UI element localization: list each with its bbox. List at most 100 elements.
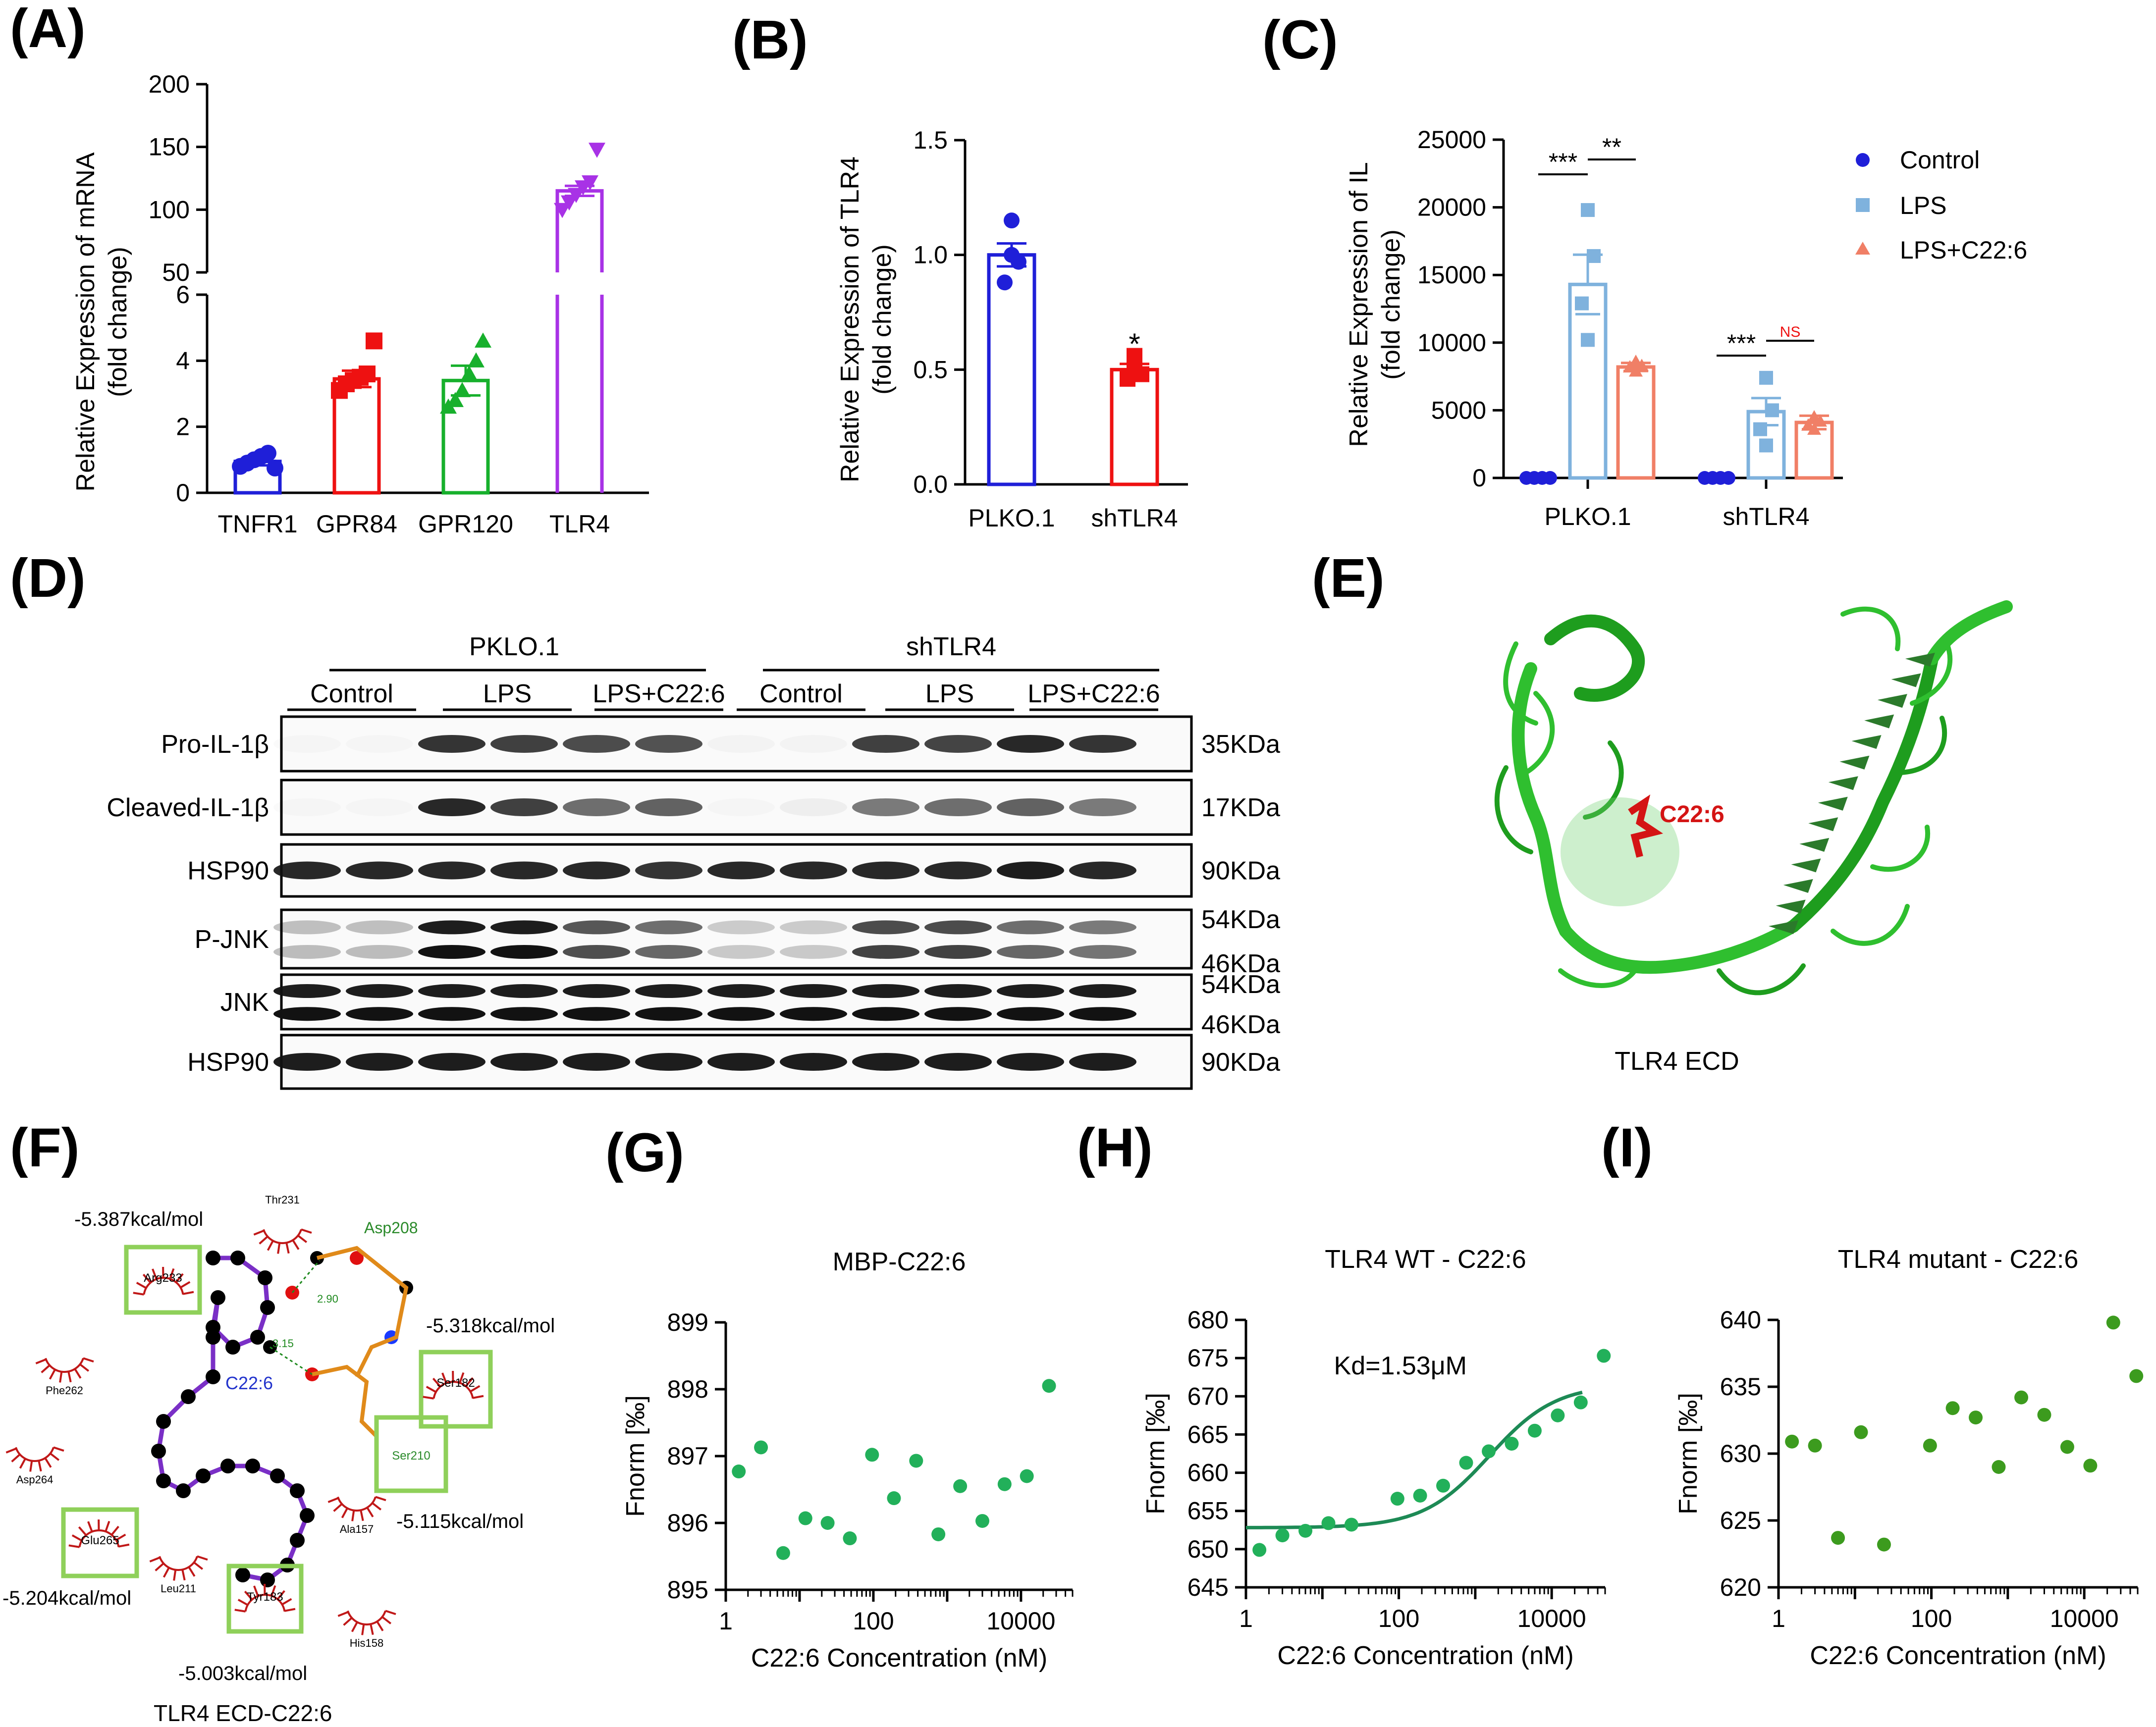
ribbon-segment <box>1910 641 1953 706</box>
band <box>346 944 413 959</box>
ribbon-segment <box>1787 652 1939 933</box>
band <box>707 1053 775 1071</box>
x-tick-label: 10000 <box>986 1607 1055 1635</box>
mw-label: 35KDa <box>1201 730 1280 759</box>
point-LPS <box>1759 370 1773 385</box>
residue-label: Thr231 <box>265 1194 300 1206</box>
residue-arc-Ala157 <box>327 1496 386 1521</box>
data-point <box>2037 1408 2051 1422</box>
x-axis-label: C22:6 Concentration (nM) <box>1810 1641 2106 1670</box>
y-tick-label: 665 <box>1187 1420 1229 1448</box>
band <box>490 984 558 998</box>
y-tick-label: 1.0 <box>913 241 948 269</box>
panel-label-a: (A) <box>10 0 86 59</box>
residue-arc-Arg233 <box>133 1266 194 1296</box>
band <box>780 944 847 959</box>
residue-arc-Glu265 <box>68 1519 130 1548</box>
residue-arc-His158 <box>337 1610 396 1635</box>
ligand-label: C22:6 <box>225 1373 273 1393</box>
ribbon-segment <box>1840 606 1901 651</box>
band <box>1069 798 1136 816</box>
chart-a-ylabel-2: (fold change) <box>104 247 132 397</box>
sig-label: NS <box>1780 324 1801 340</box>
blot-row-label: P-JNK <box>195 925 270 954</box>
y-tick-label: 650 <box>1187 1535 1229 1563</box>
y-tick-label: 670 <box>1187 1382 1229 1410</box>
data-point <box>1808 1438 1822 1453</box>
data-point <box>1436 1478 1451 1493</box>
asp208-bond <box>317 1246 409 1378</box>
point-LPS+C22:6 <box>1801 418 1815 431</box>
hbond-residue: Asp208 <box>364 1219 418 1237</box>
beta-strand <box>1769 920 1798 934</box>
x-axis-label: C22:6 Concentration (nM) <box>1277 1641 1573 1670</box>
x-tick-label: GPR84 <box>316 510 397 538</box>
data-point <box>754 1440 768 1455</box>
band <box>924 984 992 998</box>
ribbon-segment <box>1559 920 1800 974</box>
data-point <box>909 1454 923 1468</box>
point-GPR84 <box>359 366 376 382</box>
data-point <box>1854 1425 1868 1439</box>
band <box>635 798 702 816</box>
ser210-bond <box>312 1364 378 1438</box>
band <box>418 735 485 753</box>
condition-label: Control <box>759 680 843 708</box>
beta-strand <box>1799 837 1830 852</box>
x-tick-label: 1 <box>719 1607 733 1635</box>
band <box>273 798 341 816</box>
tlr4-ecd-structure <box>1494 600 2013 995</box>
y-tick-label: 1.5 <box>913 126 948 154</box>
ligand-atom <box>181 1389 196 1404</box>
band <box>780 1007 847 1021</box>
point-LPS+C22:6 <box>1807 422 1821 435</box>
band <box>563 861 630 880</box>
y-tick-label: 680 <box>1187 1306 1229 1334</box>
band <box>1069 944 1136 959</box>
mw-label: 54KDa <box>1201 970 1280 999</box>
y-tick-label: 100 <box>149 196 190 223</box>
residue-box-Arg233 <box>124 1245 202 1315</box>
band <box>1069 735 1136 753</box>
band <box>924 1007 992 1021</box>
point-TLR4 <box>568 188 585 203</box>
point-LPS+C22:6 <box>1629 355 1643 367</box>
y-axis-label: Fnorm [‰] <box>1674 1393 1703 1515</box>
panel-label-c: (C) <box>1262 9 1338 70</box>
y-tick-label: 660 <box>1187 1459 1229 1487</box>
structure-caption: TLR4 ECD <box>1615 1047 1739 1076</box>
y-axis-label: Fnorm [‰] <box>621 1395 650 1517</box>
y-tick-label: 635 <box>1720 1373 1761 1401</box>
y-tick-label: 200 <box>149 70 190 98</box>
blot-row-label: JNK <box>220 988 270 1017</box>
band <box>273 1007 341 1021</box>
ligand-atom <box>230 1251 245 1265</box>
data-point <box>776 1546 790 1560</box>
residue-label: His158 <box>350 1637 383 1649</box>
band <box>997 920 1064 935</box>
band <box>418 1053 485 1071</box>
point-GPR84 <box>366 332 382 350</box>
legend-lps-c226-marker <box>1855 242 1870 255</box>
band <box>563 920 630 935</box>
band <box>924 920 992 935</box>
beta-strand <box>1877 694 1907 708</box>
ligand-c226 <box>1628 794 1664 858</box>
ligand-atom <box>290 1483 305 1498</box>
band <box>924 861 992 880</box>
data-point <box>1042 1379 1056 1393</box>
y-tick-label: 5000 <box>1431 396 1486 424</box>
data-point <box>1020 1469 1034 1483</box>
data-point <box>1390 1492 1404 1506</box>
ligand-atom <box>151 1444 166 1459</box>
data-point <box>1597 1349 1611 1363</box>
band <box>997 944 1064 959</box>
band <box>418 1007 485 1021</box>
point-TLR4 <box>582 175 598 191</box>
residue-label: Arg233 <box>144 1271 182 1285</box>
band <box>852 944 919 959</box>
x-tick-label: 100 <box>853 1607 894 1635</box>
blot-row-label: Cleaved-IL-1β <box>107 793 269 822</box>
ligand-atom <box>270 1468 285 1483</box>
data-point <box>1945 1401 1960 1415</box>
